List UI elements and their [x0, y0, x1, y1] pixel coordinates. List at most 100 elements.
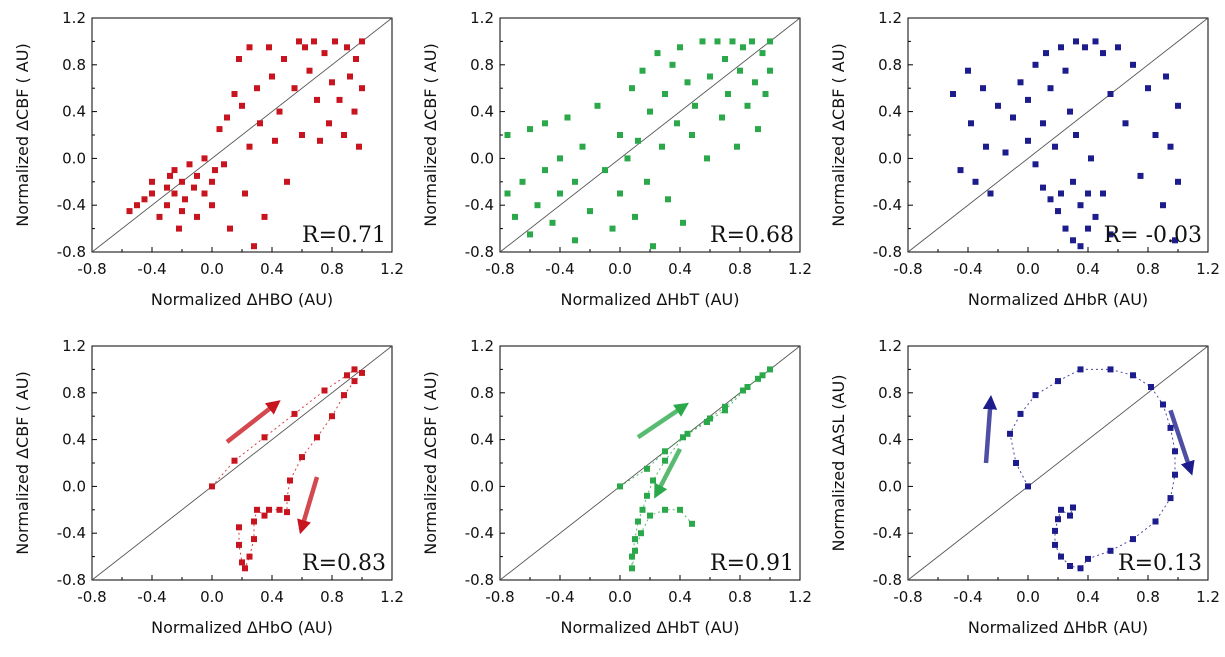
data-point	[677, 506, 683, 513]
data-point	[201, 155, 208, 162]
panel-5: -0.8 -0.4 0.0 0.4 0.8 1.2 -0.8 -0.4 0.0 0.4 0.8 1.2…	[408, 328, 816, 656]
data-point	[1032, 392, 1039, 399]
data-point	[662, 448, 668, 455]
data-point	[201, 190, 208, 197]
trajectory-line	[211, 368, 363, 570]
x-tick-label: -0.8	[893, 260, 922, 278]
data-point	[284, 495, 290, 502]
data-point	[572, 178, 578, 185]
x-tick-label: 1.2	[380, 260, 404, 278]
data-point	[276, 506, 283, 513]
data-point	[254, 506, 260, 513]
y-tick-label: 0.4	[62, 103, 86, 121]
data-point	[629, 553, 635, 560]
data-point	[317, 137, 323, 144]
data-point	[266, 44, 272, 51]
data-point	[171, 190, 178, 197]
data-point	[744, 102, 751, 109]
data-point	[1122, 120, 1129, 127]
data-point	[1058, 190, 1064, 197]
x-tick-label: 1.2	[788, 260, 812, 278]
data-point	[609, 225, 616, 232]
panel-6: -0.8 -0.4 0.0 0.4 0.8 1.2 -0.8 -0.4 0.0 0.4 0.8 1.2…	[816, 328, 1224, 656]
x-tick-label: -0.8	[485, 588, 514, 606]
data-point	[1130, 372, 1136, 379]
data-point	[1055, 378, 1061, 385]
y-tick-label: 0.0	[878, 149, 902, 167]
data-point	[1058, 44, 1064, 51]
x-tick-label: -0.8	[893, 588, 922, 606]
data-point	[677, 44, 683, 51]
data-point	[587, 208, 593, 215]
data-point	[246, 143, 253, 150]
data-point	[669, 61, 676, 68]
x-tick-label: -0.4	[137, 260, 166, 278]
data-point	[1067, 563, 1073, 569]
x-tick-label: 0.4	[668, 260, 692, 278]
y-tick-label: -0.4	[57, 524, 86, 542]
data-point	[972, 178, 979, 185]
data-point	[950, 91, 956, 97]
data-point	[266, 506, 272, 513]
data-point	[1107, 231, 1114, 238]
data-point	[1107, 91, 1114, 97]
x-tick-label: -0.4	[953, 260, 982, 278]
data-point	[1085, 555, 1091, 562]
data-point	[519, 178, 526, 185]
data-point	[722, 407, 728, 414]
data-point	[1073, 132, 1079, 138]
trajectory-line	[1009, 368, 1176, 569]
data-point	[965, 67, 971, 74]
y-tick-label: 0.8	[470, 384, 494, 402]
panel-1: -0.8 -0.4 0.0 0.4 0.8 1.2 -0.8 -0.4 0.0 0.4 0.8 1.2…	[0, 0, 408, 328]
direction-arrow	[297, 476, 320, 535]
y-tick-label: -0.8	[465, 243, 494, 261]
data-point	[684, 79, 691, 86]
plot-3: -0.8 -0.4 0.0 0.4 0.8 1.2 -0.8 -0.4 0.0 0.4 0.8 1.2…	[829, 9, 1220, 309]
x-tick-label: -0.4	[953, 588, 982, 606]
data-point	[647, 512, 653, 519]
data-point	[242, 565, 248, 572]
data-point	[1077, 243, 1084, 250]
data-point	[351, 366, 358, 373]
correlation-label: R=0.68	[710, 223, 794, 248]
data-point	[740, 387, 746, 394]
data-point	[1145, 85, 1151, 92]
data-point	[231, 457, 238, 464]
x-tick-label: 0.8	[320, 260, 344, 278]
data-point	[1172, 237, 1178, 244]
data-point	[284, 509, 290, 516]
data-point	[650, 243, 656, 250]
data-point	[191, 184, 197, 191]
data-point	[704, 419, 710, 425]
data-point	[527, 231, 533, 238]
y-tick-label: 1.2	[878, 337, 902, 355]
data-point	[126, 208, 133, 215]
data-point	[194, 172, 200, 179]
data-point	[1067, 108, 1073, 115]
panel-4: -0.8 -0.4 0.0 0.4 0.8 1.2 -0.8 -0.4 0.0 0.4 0.8 1.2…	[0, 328, 408, 656]
data-point	[242, 190, 248, 197]
y-tick-label: 0.0	[470, 149, 494, 167]
data-point	[1175, 102, 1181, 109]
data-point	[1025, 137, 1031, 144]
y-tick-label: 0.8	[62, 384, 86, 402]
data-point	[1070, 504, 1076, 511]
data-point	[617, 132, 623, 138]
x-tick-label: 0.4	[260, 260, 284, 278]
data-point	[341, 392, 347, 399]
data-point	[344, 44, 350, 51]
data-point	[1160, 401, 1166, 408]
data-point	[179, 178, 185, 185]
y-tick-label: 0.8	[470, 56, 494, 74]
data-point	[1160, 202, 1166, 209]
data-point	[321, 387, 328, 394]
data-point	[299, 454, 305, 461]
y-tick-label: -0.4	[873, 524, 902, 542]
data-point	[662, 506, 668, 513]
data-point	[179, 208, 185, 215]
data-point	[704, 155, 710, 162]
data-point	[314, 96, 320, 103]
x-tick-label: 1.2	[1196, 260, 1220, 278]
data-point	[719, 114, 725, 121]
